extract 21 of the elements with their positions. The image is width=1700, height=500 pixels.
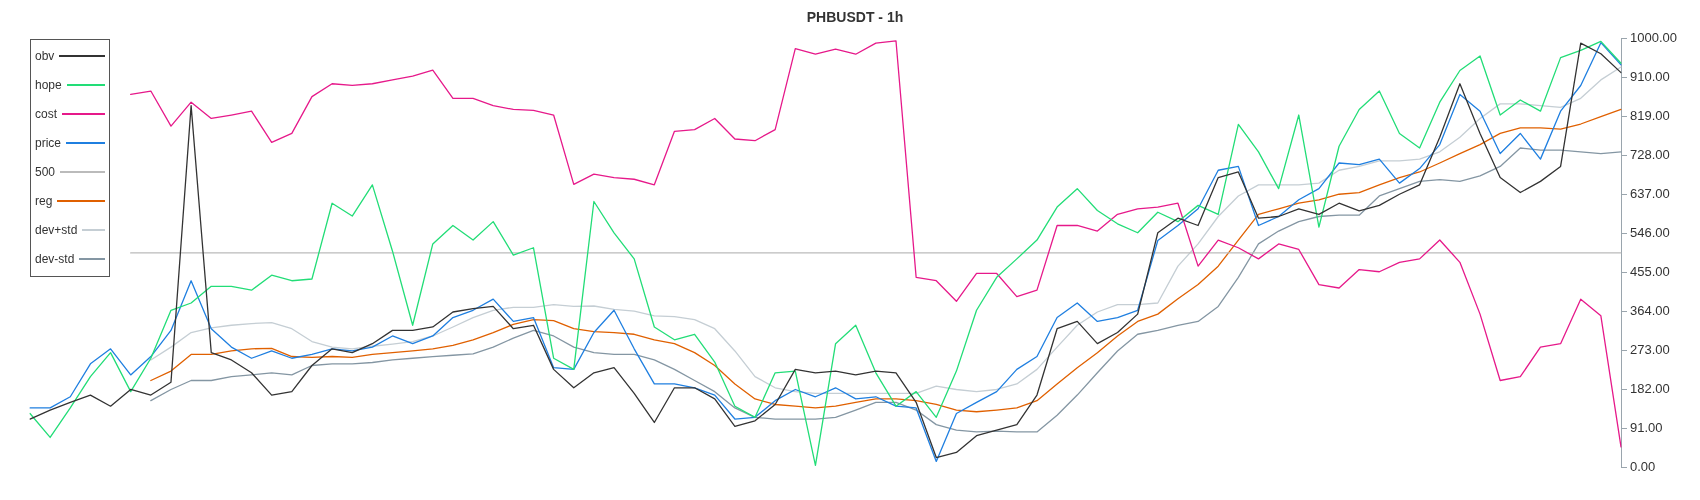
y-tick-label: 1000.00 <box>1630 30 1678 46</box>
y-tick-label: 819.00 <box>1630 107 1670 123</box>
legend-label: price <box>35 136 62 151</box>
y-tick-label: 910.00 <box>1630 68 1670 84</box>
y-tick-label: 0.00 <box>1630 458 1656 474</box>
y-tick-label: 546.00 <box>1630 224 1670 240</box>
y-tick-label: 364.00 <box>1630 302 1670 318</box>
y-tick-label: 91.00 <box>1630 419 1663 435</box>
legend-label: cost <box>35 107 58 122</box>
y-tick-label: 637.00 <box>1630 185 1670 201</box>
legend-label: reg <box>35 194 53 209</box>
legend-label: hope <box>35 78 62 93</box>
y-tick-label: 273.00 <box>1630 341 1670 357</box>
legend-label: dev+std <box>35 223 78 238</box>
y-tick-label: 455.00 <box>1630 263 1670 279</box>
legend-label: 500 <box>35 165 56 180</box>
legend-label: obv <box>35 49 55 64</box>
y-tick-label: 182.00 <box>1630 380 1670 396</box>
chart-title: PHBUSDT - 1h <box>806 9 904 26</box>
legend-label: dev-std <box>35 252 75 267</box>
y-tick-label: 728.00 <box>1630 146 1670 162</box>
